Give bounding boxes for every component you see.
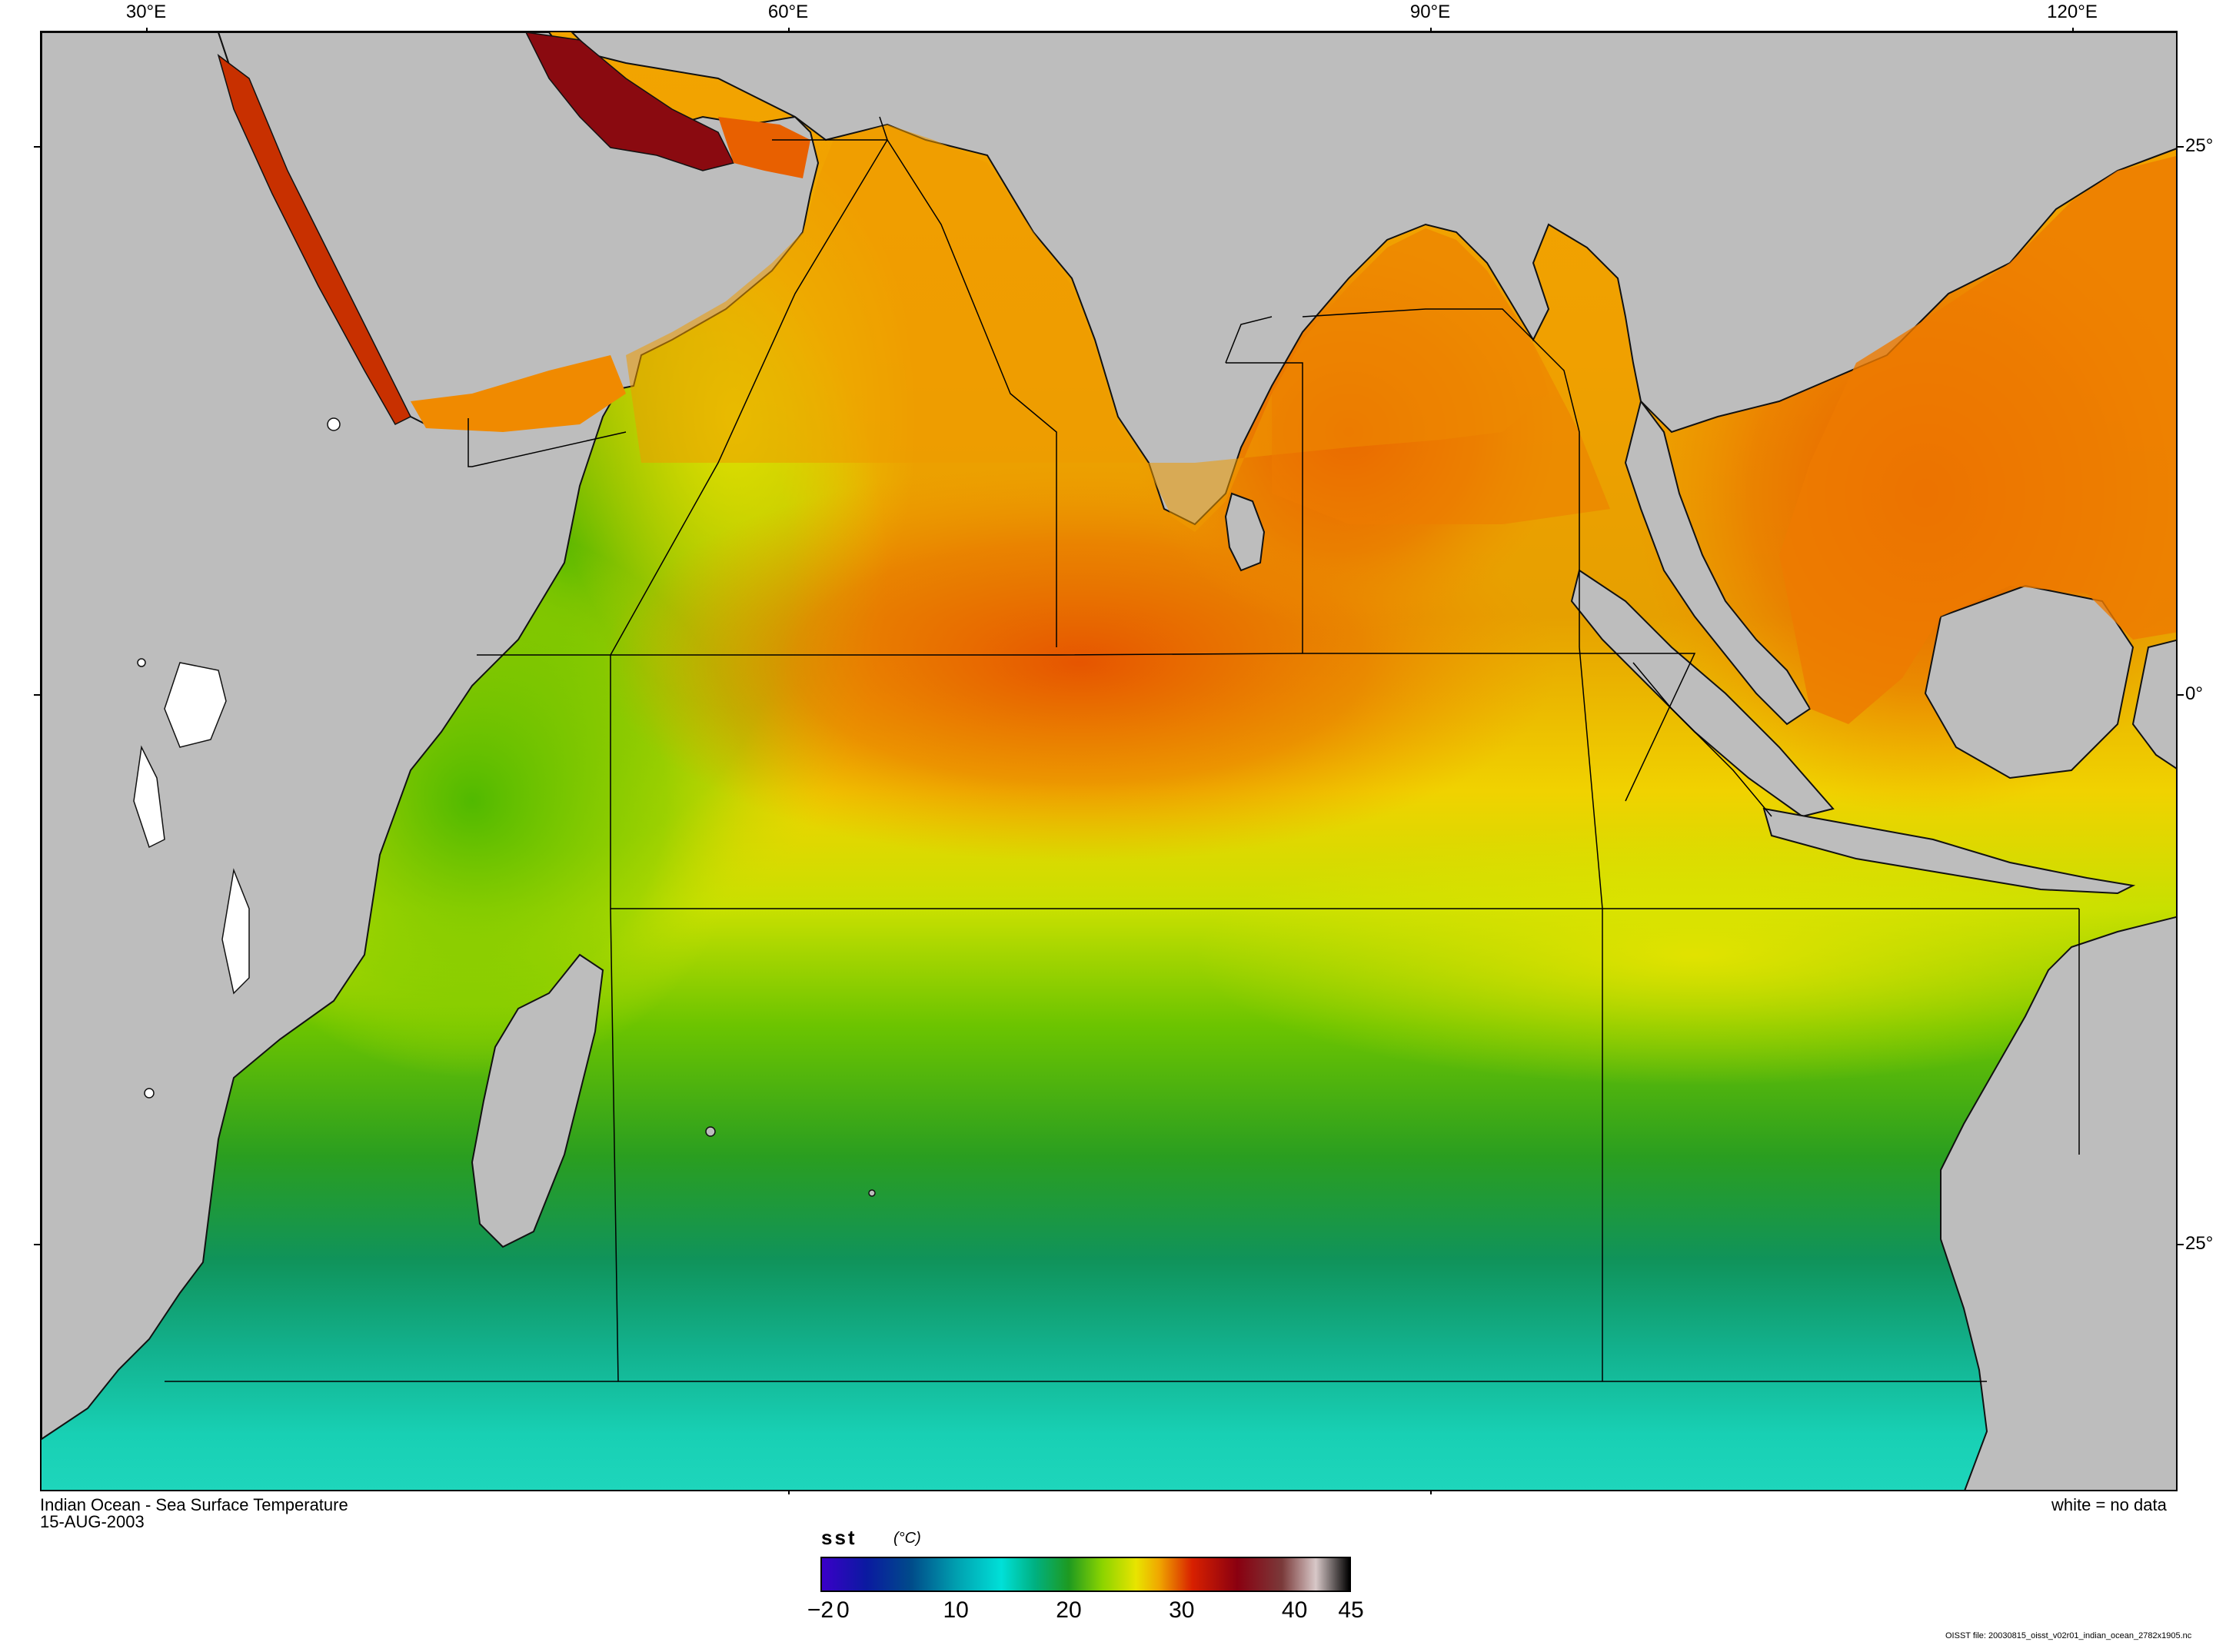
sst-map-canvas [42,32,2176,1490]
lat-tick [2178,146,2184,148]
colorbar-tick-label: 10 [943,1597,969,1623]
sst-map[interactable] [40,31,2178,1491]
nodata-lakes [133,417,341,1099]
map-title: Indian Ocean - Sea Surface Temperature [40,1495,348,1514]
lat-tick [2178,694,2184,696]
lat-label-25s: 25° [2185,1233,2214,1254]
lon-tick [1430,1488,1432,1494]
nodata-note: white = no data [2051,1495,2167,1514]
colorbar-tick-label: 0 [837,1597,850,1623]
lat-tick [34,146,40,148]
lon-tick [788,1488,790,1494]
colorbar-tick-label: 45 [1338,1597,1364,1623]
lat-tick [34,1244,40,1245]
colorbar-tick-label: 30 [1169,1597,1195,1623]
lat-label-0: 0° [2185,683,2203,704]
colorbar-tick-label: 20 [1056,1597,1082,1623]
source-filename: OISST file: 20030815_oisst_v02r01_indian… [1945,1631,2192,1640]
red-sea [217,54,412,425]
map-date: 15-AUG-2003 [40,1512,145,1531]
colorbar-variable: sst [821,1526,857,1549]
lat-tick [34,694,40,696]
colorbar-tick-label: 40 [1281,1597,1308,1623]
colorbar-unit: (°C) [893,1530,921,1547]
lat-label-25n: 25° [2185,135,2214,156]
lon-label-30e: 30°E [125,2,167,22]
colorbar [820,1557,1351,1592]
region-boundaries [165,116,2080,1382]
lon-label-120e: 120°E [2047,2,2098,22]
colorbar-tick-label: −2 [807,1597,834,1623]
lon-label-90e: 90°E [1409,2,1451,22]
persian-gulf [525,32,735,171]
lon-label-60e: 60°E [767,2,809,22]
lat-tick [2178,1244,2184,1245]
